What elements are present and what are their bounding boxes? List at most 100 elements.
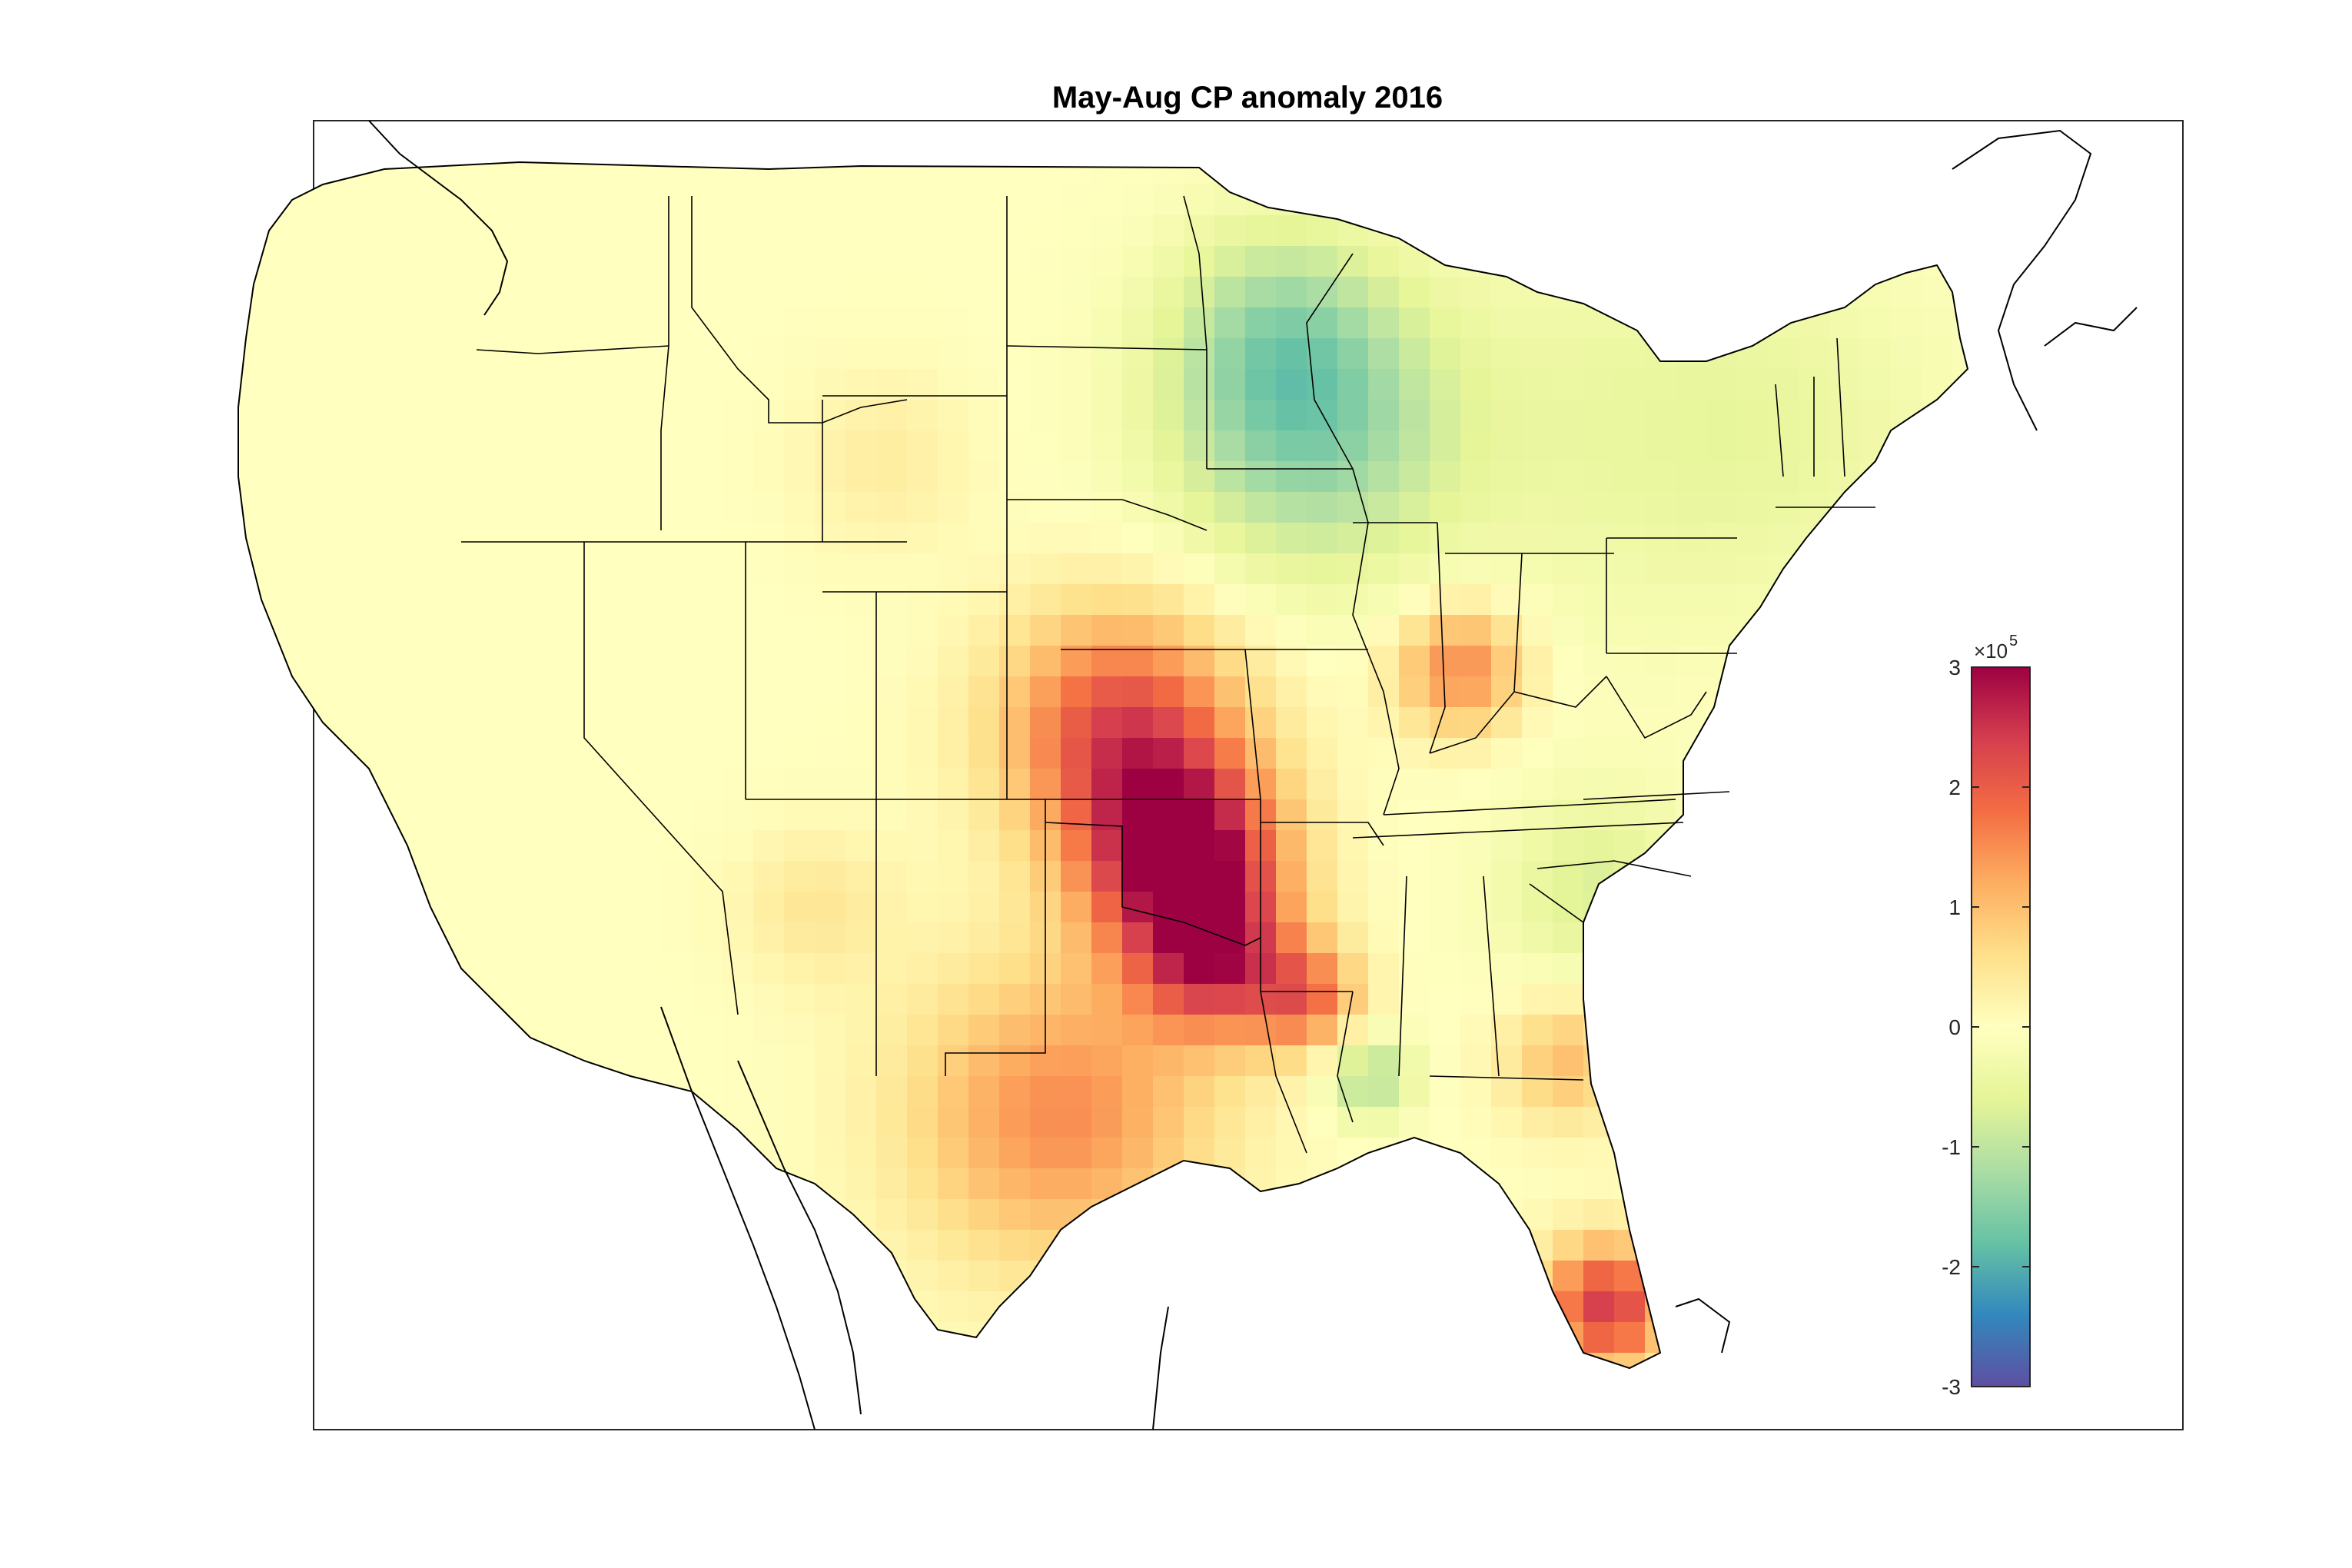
anomaly-cell	[1276, 892, 1307, 922]
colorbar-tick-label: -3	[1942, 1375, 1961, 1399]
anomaly-cell	[1676, 676, 1706, 707]
anomaly-cell	[1030, 1076, 1061, 1107]
anomaly-cell	[354, 277, 384, 307]
anomaly-cell	[938, 769, 968, 799]
anomaly-cell	[238, 1045, 261, 1076]
anomaly-cell	[1553, 1015, 1583, 1045]
anomaly-cell	[1214, 738, 1245, 769]
anomaly-cell	[1460, 369, 1491, 400]
anomaly-cell	[815, 307, 845, 338]
anomaly-cell	[968, 799, 999, 830]
anomaly-cell	[753, 215, 784, 246]
anomaly-cell	[384, 707, 415, 738]
anomaly-cell	[600, 430, 630, 461]
anomaly-cell	[845, 615, 876, 646]
anomaly-cell	[661, 523, 692, 553]
anomaly-cell	[753, 430, 784, 461]
anomaly-cell	[876, 246, 907, 277]
anomaly-cell	[569, 338, 600, 369]
anomaly-cell	[538, 738, 569, 769]
anomaly-cell	[1368, 1076, 1399, 1107]
anomaly-cell	[784, 1107, 815, 1138]
anomaly-cell	[784, 430, 815, 461]
anomaly-cell	[1768, 369, 1799, 400]
anomaly-cell	[354, 646, 384, 676]
anomaly-cell	[938, 799, 968, 830]
anomaly-cell	[600, 1015, 630, 1045]
anomaly-cell	[1430, 584, 1460, 615]
anomaly-cell	[1553, 492, 1583, 523]
anomaly-cell	[661, 646, 692, 676]
anomaly-cell	[1430, 646, 1460, 676]
anomaly-cell	[415, 830, 446, 861]
anomaly-cell	[1583, 492, 1614, 523]
anomaly-cell	[1153, 738, 1184, 769]
anomaly-cell	[1245, 461, 1276, 492]
anomaly-cell	[1430, 523, 1460, 553]
anomaly-cell	[1184, 1107, 1214, 1138]
border-nd-sd	[1006, 345, 1208, 350]
anomaly-cell	[292, 400, 323, 430]
anomaly-cell	[1307, 523, 1337, 553]
anomaly-cell	[261, 984, 292, 1015]
anomaly-cell	[1245, 738, 1276, 769]
anomaly-cell	[1491, 369, 1522, 400]
anomaly-cell	[507, 861, 538, 892]
anomaly-cell	[692, 338, 723, 369]
anomaly-cell	[1491, 492, 1522, 523]
anomaly-cell	[784, 523, 815, 553]
anomaly-cell	[1583, 769, 1614, 799]
anomaly-cell	[446, 676, 477, 707]
anomaly-cell	[477, 184, 507, 215]
anomaly-cell	[538, 646, 569, 676]
anomaly-cell	[723, 584, 753, 615]
anomaly-cell	[600, 676, 630, 707]
anomaly-cell	[600, 553, 630, 584]
anomaly-cell	[1337, 676, 1368, 707]
anomaly-cell	[477, 769, 507, 799]
anomaly-cell	[1184, 400, 1214, 430]
anomaly-cell	[692, 277, 723, 307]
anomaly-cell	[845, 799, 876, 830]
anomaly-cell	[384, 400, 415, 430]
anomaly-cell	[661, 676, 692, 707]
anomaly-cell	[1522, 738, 1553, 769]
anomaly-cell	[1522, 1107, 1553, 1138]
anomaly-cell	[1399, 492, 1430, 523]
anomaly-cell	[815, 369, 845, 400]
anomaly-cell	[1184, 984, 1214, 1015]
anomaly-cell	[999, 1045, 1030, 1076]
anomaly-cell	[1276, 984, 1307, 1015]
anomaly-cell	[354, 707, 384, 738]
anomaly-cell	[1030, 615, 1061, 646]
anomaly-cell	[1276, 461, 1307, 492]
anomaly-cell	[538, 1015, 569, 1045]
anomaly-cell	[1307, 1138, 1337, 1168]
anomaly-cell	[999, 400, 1030, 430]
anomaly-cell	[753, 1015, 784, 1045]
anomaly-cell	[1430, 492, 1460, 523]
anomaly-cell	[1522, 461, 1553, 492]
anomaly-cell	[1122, 861, 1153, 892]
anomaly-cell	[261, 1138, 292, 1168]
anomaly-cell	[692, 400, 723, 430]
anomaly-cell	[876, 861, 907, 892]
anomaly-cell	[1091, 246, 1122, 277]
anomaly-cell	[1645, 492, 1676, 523]
anomaly-cell	[507, 799, 538, 830]
anomaly-cell	[1214, 369, 1245, 400]
anomaly-cell	[1061, 646, 1091, 676]
anomaly-cell	[907, 922, 938, 953]
anomaly-cell	[938, 584, 968, 615]
anomaly-cell	[1184, 307, 1214, 338]
anomaly-cell	[938, 953, 968, 984]
anomaly-cell	[1061, 523, 1091, 553]
anomaly-cell	[238, 1168, 261, 1199]
anomaly-cell	[1153, 922, 1184, 953]
anomaly-cell	[354, 246, 384, 277]
anomaly-cell	[723, 615, 753, 646]
anomaly-cell	[1430, 799, 1460, 830]
anomaly-cell	[1307, 338, 1337, 369]
colorbar-gradient	[1971, 666, 2031, 1387]
anomaly-cell	[1368, 922, 1399, 953]
